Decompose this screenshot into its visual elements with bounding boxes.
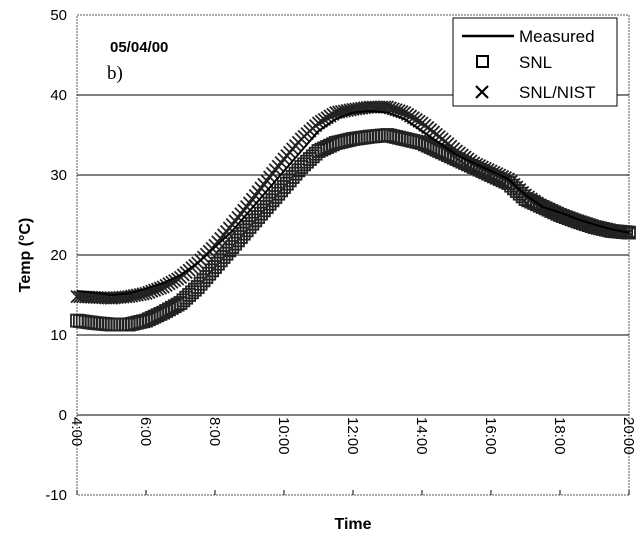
x-tick-label: 8:00 <box>206 417 223 446</box>
legend-marker-snl <box>476 55 489 68</box>
legend: Measured SNL SNL/NIST <box>452 17 618 107</box>
y-axis: -10 0 10 20 30 40 50 <box>45 7 67 504</box>
x-tick-label: 10:00 <box>275 417 292 455</box>
x-tick-label: 20:00 <box>620 417 637 455</box>
x-axis-title: Time <box>334 516 371 533</box>
legend-label-snl-nist: SNL/NIST <box>519 83 596 102</box>
date-label: 05/04/00 <box>110 39 168 56</box>
legend-marker-snl-nist <box>475 85 489 99</box>
y-tick-label: 50 <box>50 7 67 24</box>
x-axis: 4:00 6:00 8:00 10:00 12:00 14:00 16:00 18:00 20:… <box>68 417 637 495</box>
legend-label-snl: SNL <box>519 53 552 72</box>
y-tick-label: 20 <box>50 247 67 264</box>
x-tick-label: 14:00 <box>413 417 430 455</box>
y-tick-label: 10 <box>50 327 67 344</box>
x-tick-label: 18:00 <box>551 417 568 455</box>
x-tick-label: 16:00 <box>482 417 499 455</box>
panel-label: b) <box>107 63 123 84</box>
x-tick-label: 4:00 <box>68 417 85 446</box>
legend-label-measured: Measured <box>519 27 595 46</box>
series-measured-line <box>76 109 630 297</box>
y-tick-label: 40 <box>50 87 67 104</box>
measured-line <box>76 109 630 297</box>
y-tick-label: -10 <box>45 487 67 504</box>
y-tick-label: 0 <box>59 407 67 424</box>
y-tick-label: 30 <box>50 167 67 184</box>
x-tick-label: 6:00 <box>137 417 154 446</box>
x-tick-label: 12:00 <box>344 417 361 455</box>
y-axis-title: Temp (°C) <box>17 218 34 293</box>
